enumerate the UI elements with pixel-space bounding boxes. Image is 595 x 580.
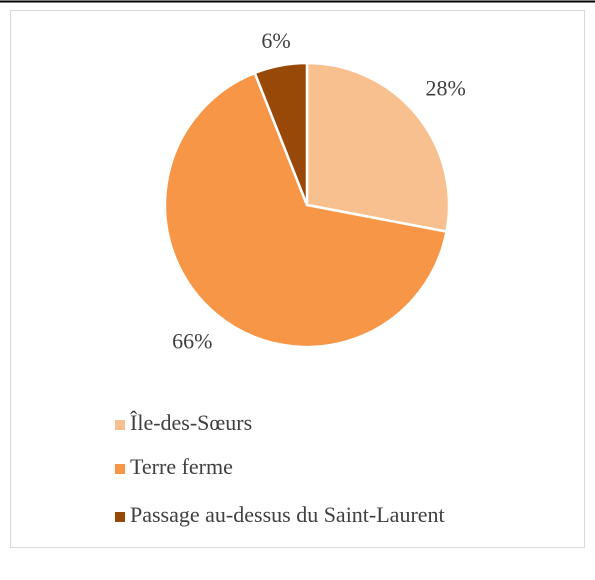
pie-slice	[163, 71, 448, 349]
legend-swatch	[115, 464, 125, 474]
legend-swatch	[115, 420, 125, 430]
pie-slice	[305, 61, 451, 234]
pie-slice	[253, 61, 309, 206]
data-label: 66%	[172, 329, 212, 354]
legend-swatch	[115, 512, 125, 522]
legend-label: Île-des-Sœurs	[130, 410, 252, 435]
legend-label: Passage au-dessus du Saint-Laurent	[130, 502, 445, 527]
data-label: 28%	[426, 75, 466, 100]
data-label: 6%	[261, 28, 290, 53]
legend-label: Terre ferme	[130, 454, 233, 479]
